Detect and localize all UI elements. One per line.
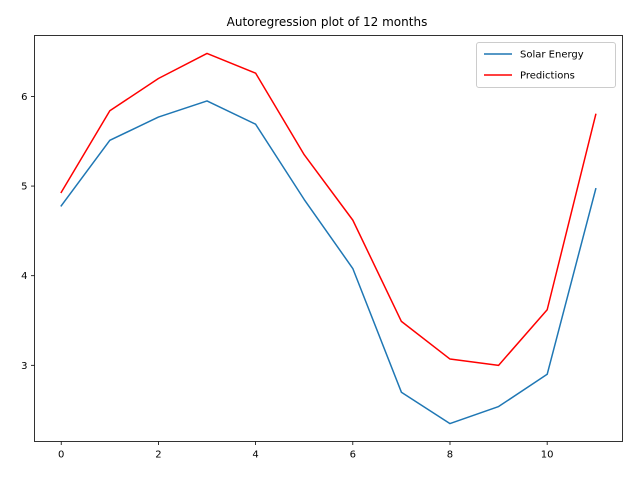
x-tick-label: 2	[155, 450, 161, 461]
y-tick-label: 3	[21, 361, 27, 372]
legend: Solar Energy Predictions	[476, 42, 616, 88]
series-line-1	[60, 52, 597, 367]
x-tick-label: 6	[350, 450, 356, 461]
x-tick-label: 4	[252, 450, 258, 461]
series-layer	[60, 52, 597, 425]
y-tick-label: 6	[21, 92, 27, 103]
legend-label-0: Solar Energy	[520, 50, 584, 61]
x-tick-label: 10	[541, 450, 554, 461]
legend-label-1: Predictions	[520, 71, 575, 82]
y-tick-label: 5	[21, 182, 27, 193]
plot-frame	[34, 35, 623, 442]
y-tick-label: 4	[21, 271, 27, 282]
x-tick-label: 0	[58, 450, 64, 461]
chart-title: Autoregression plot of 12 months	[227, 15, 428, 29]
x-tick-label: 8	[447, 450, 453, 461]
ticks-layer: 0 2 4 6 8 10 3 4 5 6	[21, 92, 553, 461]
series-line-0	[60, 100, 597, 425]
